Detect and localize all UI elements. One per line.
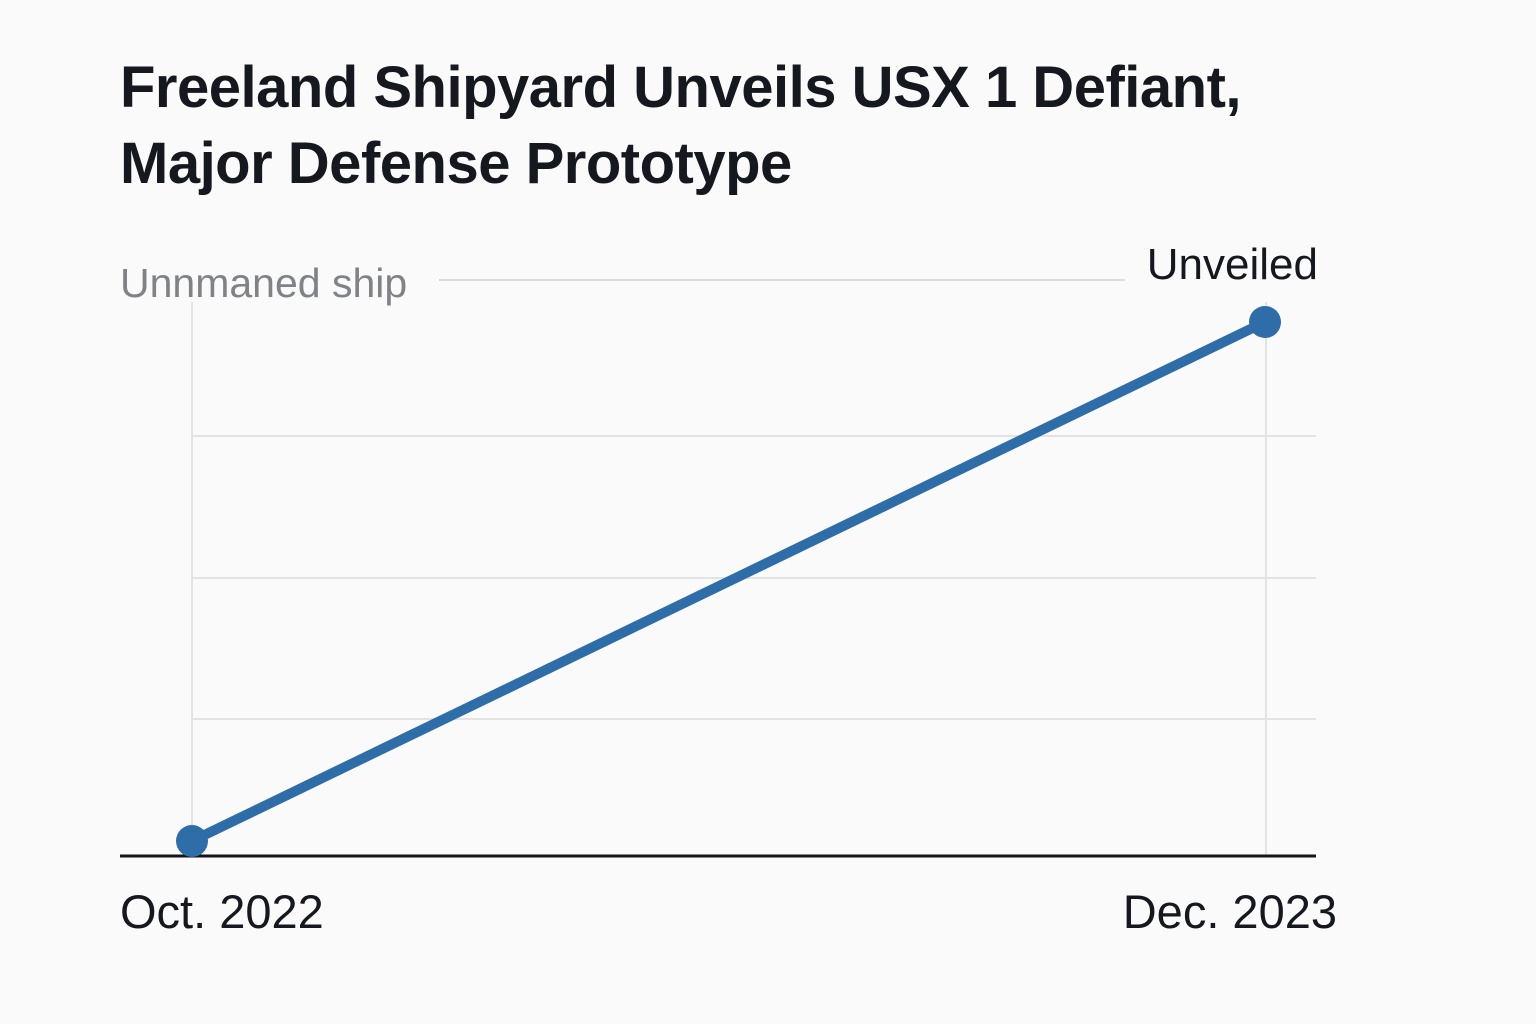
x-axis-label-start: Oct. 2022 — [120, 885, 324, 938]
series-label: Unnmaned ship — [120, 260, 408, 306]
data-point — [176, 825, 208, 857]
data-line — [189, 317, 1268, 846]
annotation-unveiled: Unveiled — [1146, 240, 1318, 289]
data-point — [1249, 306, 1281, 338]
chart-title-line2: Major Defense Prototype — [120, 131, 792, 196]
chart-title: Freeland Shipyard Unveils USX 1 Defiant,… — [120, 50, 1242, 202]
label-rule — [439, 279, 1125, 281]
chart-title-line1: Freeland Shipyard Unveils USX 1 Defiant, — [120, 55, 1242, 120]
x-axis-label-end: Dec. 2023 — [1122, 885, 1337, 938]
